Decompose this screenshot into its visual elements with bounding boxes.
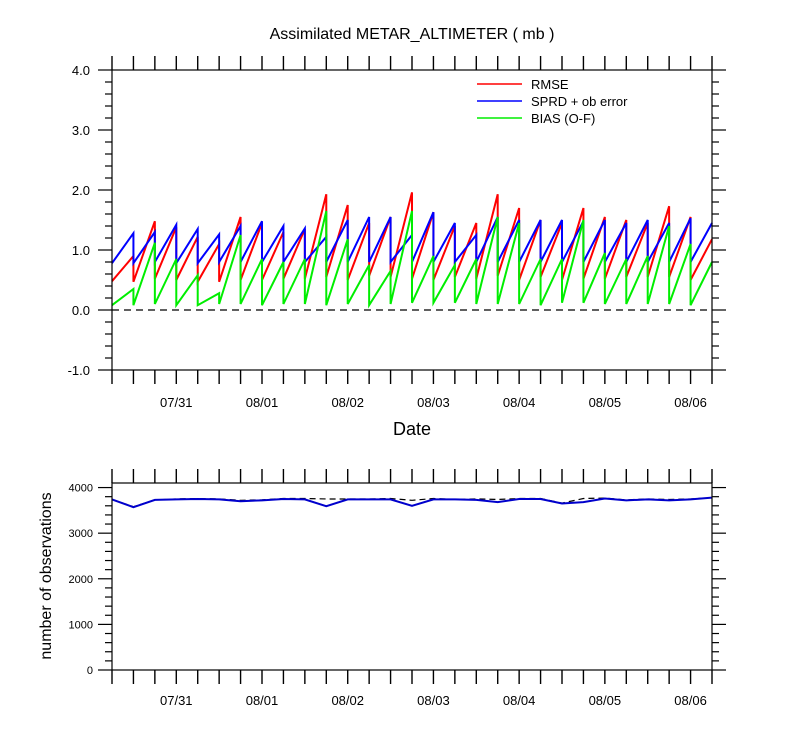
series-line-bias-o-f [111,210,713,309]
top-x-tick-label: 08/03 [417,395,450,410]
chart-title: Assimilated METAR_ALTIMETER ( mb ) [270,26,555,43]
bottom-x-tick-label: 08/02 [331,693,364,708]
bottom-y-tick-label: 0 [87,665,93,677]
legend-label: BIAS (O-F) [531,111,595,126]
x-axis-label: Date [393,419,431,439]
bottom-x-tick-labels: 07/31 08/01 08/02 08/03 08/04 08/05 08/06 [160,693,707,708]
bottom-x-tick-label: 07/31 [160,693,193,708]
top-y-tick-label: 3.0 [72,123,90,138]
legend-label: RMSE [531,77,569,92]
top-ticks [98,56,726,384]
top-x-tick-labels: 07/31 08/01 08/02 08/03 08/04 08/05 08/06 [160,395,707,410]
top-plot-frame [111,69,713,371]
bottom-x-tick-label: 08/04 [503,693,536,708]
top-x-tick-label: 08/01 [246,395,279,410]
top-y-tick-labels: -1.0 0.0 1.0 2.0 3.0 4.0 [68,63,90,378]
top-y-tick-label: 2.0 [72,183,90,198]
bottom-x-tick-label: 08/05 [589,693,622,708]
bottom-panel: 0 1000 2000 3000 4000 07/31 08/01 08/02 08/03 08… [38,469,726,708]
y-axis-label: number of observations [38,492,55,659]
legend-label: SPRD + ob error [531,94,628,109]
top-x-tick-label: 08/05 [589,395,622,410]
bottom-y-tick-label: 1000 [69,619,93,631]
top-x-tick-label: 08/02 [331,395,364,410]
top-y-tick-label: 0.0 [72,303,90,318]
top-y-tick-label: 4.0 [72,63,90,78]
bottom-series-lines [111,496,713,509]
top-x-tick-label: 07/31 [160,395,193,410]
top-panel: Assimilated METAR_ALTIMETER ( mb ) -1.0 0… [68,26,726,439]
top-y-tick-label: -1.0 [68,363,90,378]
bottom-y-tick-label: 4000 [69,483,93,495]
bottom-y-tick-label: 2000 [69,574,93,586]
legend: RMSE SPRD + ob error BIAS (O-F) [477,77,628,126]
bottom-y-tick-label: 3000 [69,528,93,540]
bottom-x-tick-label: 08/06 [674,693,707,708]
bottom-x-tick-label: 08/01 [246,693,279,708]
top-x-tick-label: 08/04 [503,395,536,410]
top-y-tick-label: 1.0 [72,243,90,258]
top-series-lines [111,192,713,309]
bottom-plot-frame [111,482,713,671]
bottom-y-tick-labels: 0 1000 2000 3000 4000 [69,483,93,677]
bottom-x-tick-label: 08/03 [417,693,450,708]
top-x-tick-label: 08/06 [674,395,707,410]
bottom-ticks [98,469,726,684]
obs-used-line [111,496,713,509]
